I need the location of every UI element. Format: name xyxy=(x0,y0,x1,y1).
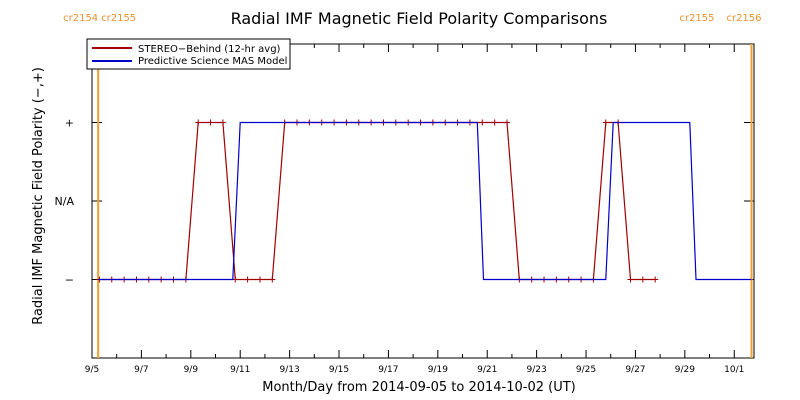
carrington-label: cr2155 xyxy=(101,13,136,24)
data-point-stereo xyxy=(244,276,251,283)
legend: STEREO−Behind (12-hr avg) Predictive Sci… xyxy=(86,38,291,70)
x-tick-label: 9/27 xyxy=(625,365,645,375)
x-tick-label: 9/23 xyxy=(527,365,547,375)
chart-title: Radial IMF Magnetic Field Polarity Compa… xyxy=(231,9,608,28)
y-axis-label: Radial IMF Magnetic Field Polarity (−,+) xyxy=(31,67,46,325)
x-tick-label: 9/25 xyxy=(576,365,596,375)
data-point-stereo xyxy=(639,276,646,283)
data-point-stereo xyxy=(652,276,659,283)
series-layer xyxy=(96,119,752,283)
x-tick-label: 9/21 xyxy=(477,365,497,375)
y-tick-label: N/A xyxy=(55,195,75,208)
data-point-stereo xyxy=(195,119,202,126)
y-tick-label: + xyxy=(65,117,74,130)
y-tick-label: − xyxy=(65,274,74,287)
x-axis-label: Month/Day from 2014-09-05 to 2014-10-02 … xyxy=(262,380,575,395)
data-point-stereo xyxy=(256,276,263,283)
x-tick-label: 9/17 xyxy=(378,365,398,375)
data-point-stereo xyxy=(503,119,510,126)
carrington-boundaries: cr2154 cr2155 cr2155 cr2156 xyxy=(63,13,762,358)
legend-label-mas: Predictive Science MAS Model xyxy=(138,56,287,67)
carrington-label: cr2155 xyxy=(679,13,714,24)
data-point-stereo xyxy=(627,276,634,283)
data-point-stereo xyxy=(207,119,214,126)
x-tick-label: 9/13 xyxy=(280,365,300,375)
x-tick-label: 9/7 xyxy=(134,365,148,375)
carrington-label: cr2156 xyxy=(726,13,761,24)
x-tick-label: 9/11 xyxy=(230,365,250,375)
data-point-stereo xyxy=(491,119,498,126)
x-tick-label: 9/29 xyxy=(675,365,695,375)
x-tick-label: 9/9 xyxy=(184,365,199,375)
x-tick-label: 9/19 xyxy=(428,365,448,375)
x-tick-label: 10/1 xyxy=(724,365,744,375)
data-point-stereo xyxy=(219,119,226,126)
legend-box xyxy=(86,38,291,70)
legend-label-stereo: STEREO−Behind (12-hr avg) xyxy=(138,44,281,55)
x-tick-label: 9/5 xyxy=(85,365,99,375)
data-point-stereo xyxy=(479,119,486,126)
x-tick-label: 9/15 xyxy=(329,365,349,375)
carrington-label: cr2154 xyxy=(63,13,98,24)
series-line-mas xyxy=(98,121,752,281)
data-point-stereo xyxy=(602,119,609,126)
data-point-stereo xyxy=(269,276,276,283)
axes-layer: 9/5 9/7 9/9 9/11 9/13 9/15 9/17 9/19 9/21 9/23 9/2… xyxy=(55,44,754,375)
